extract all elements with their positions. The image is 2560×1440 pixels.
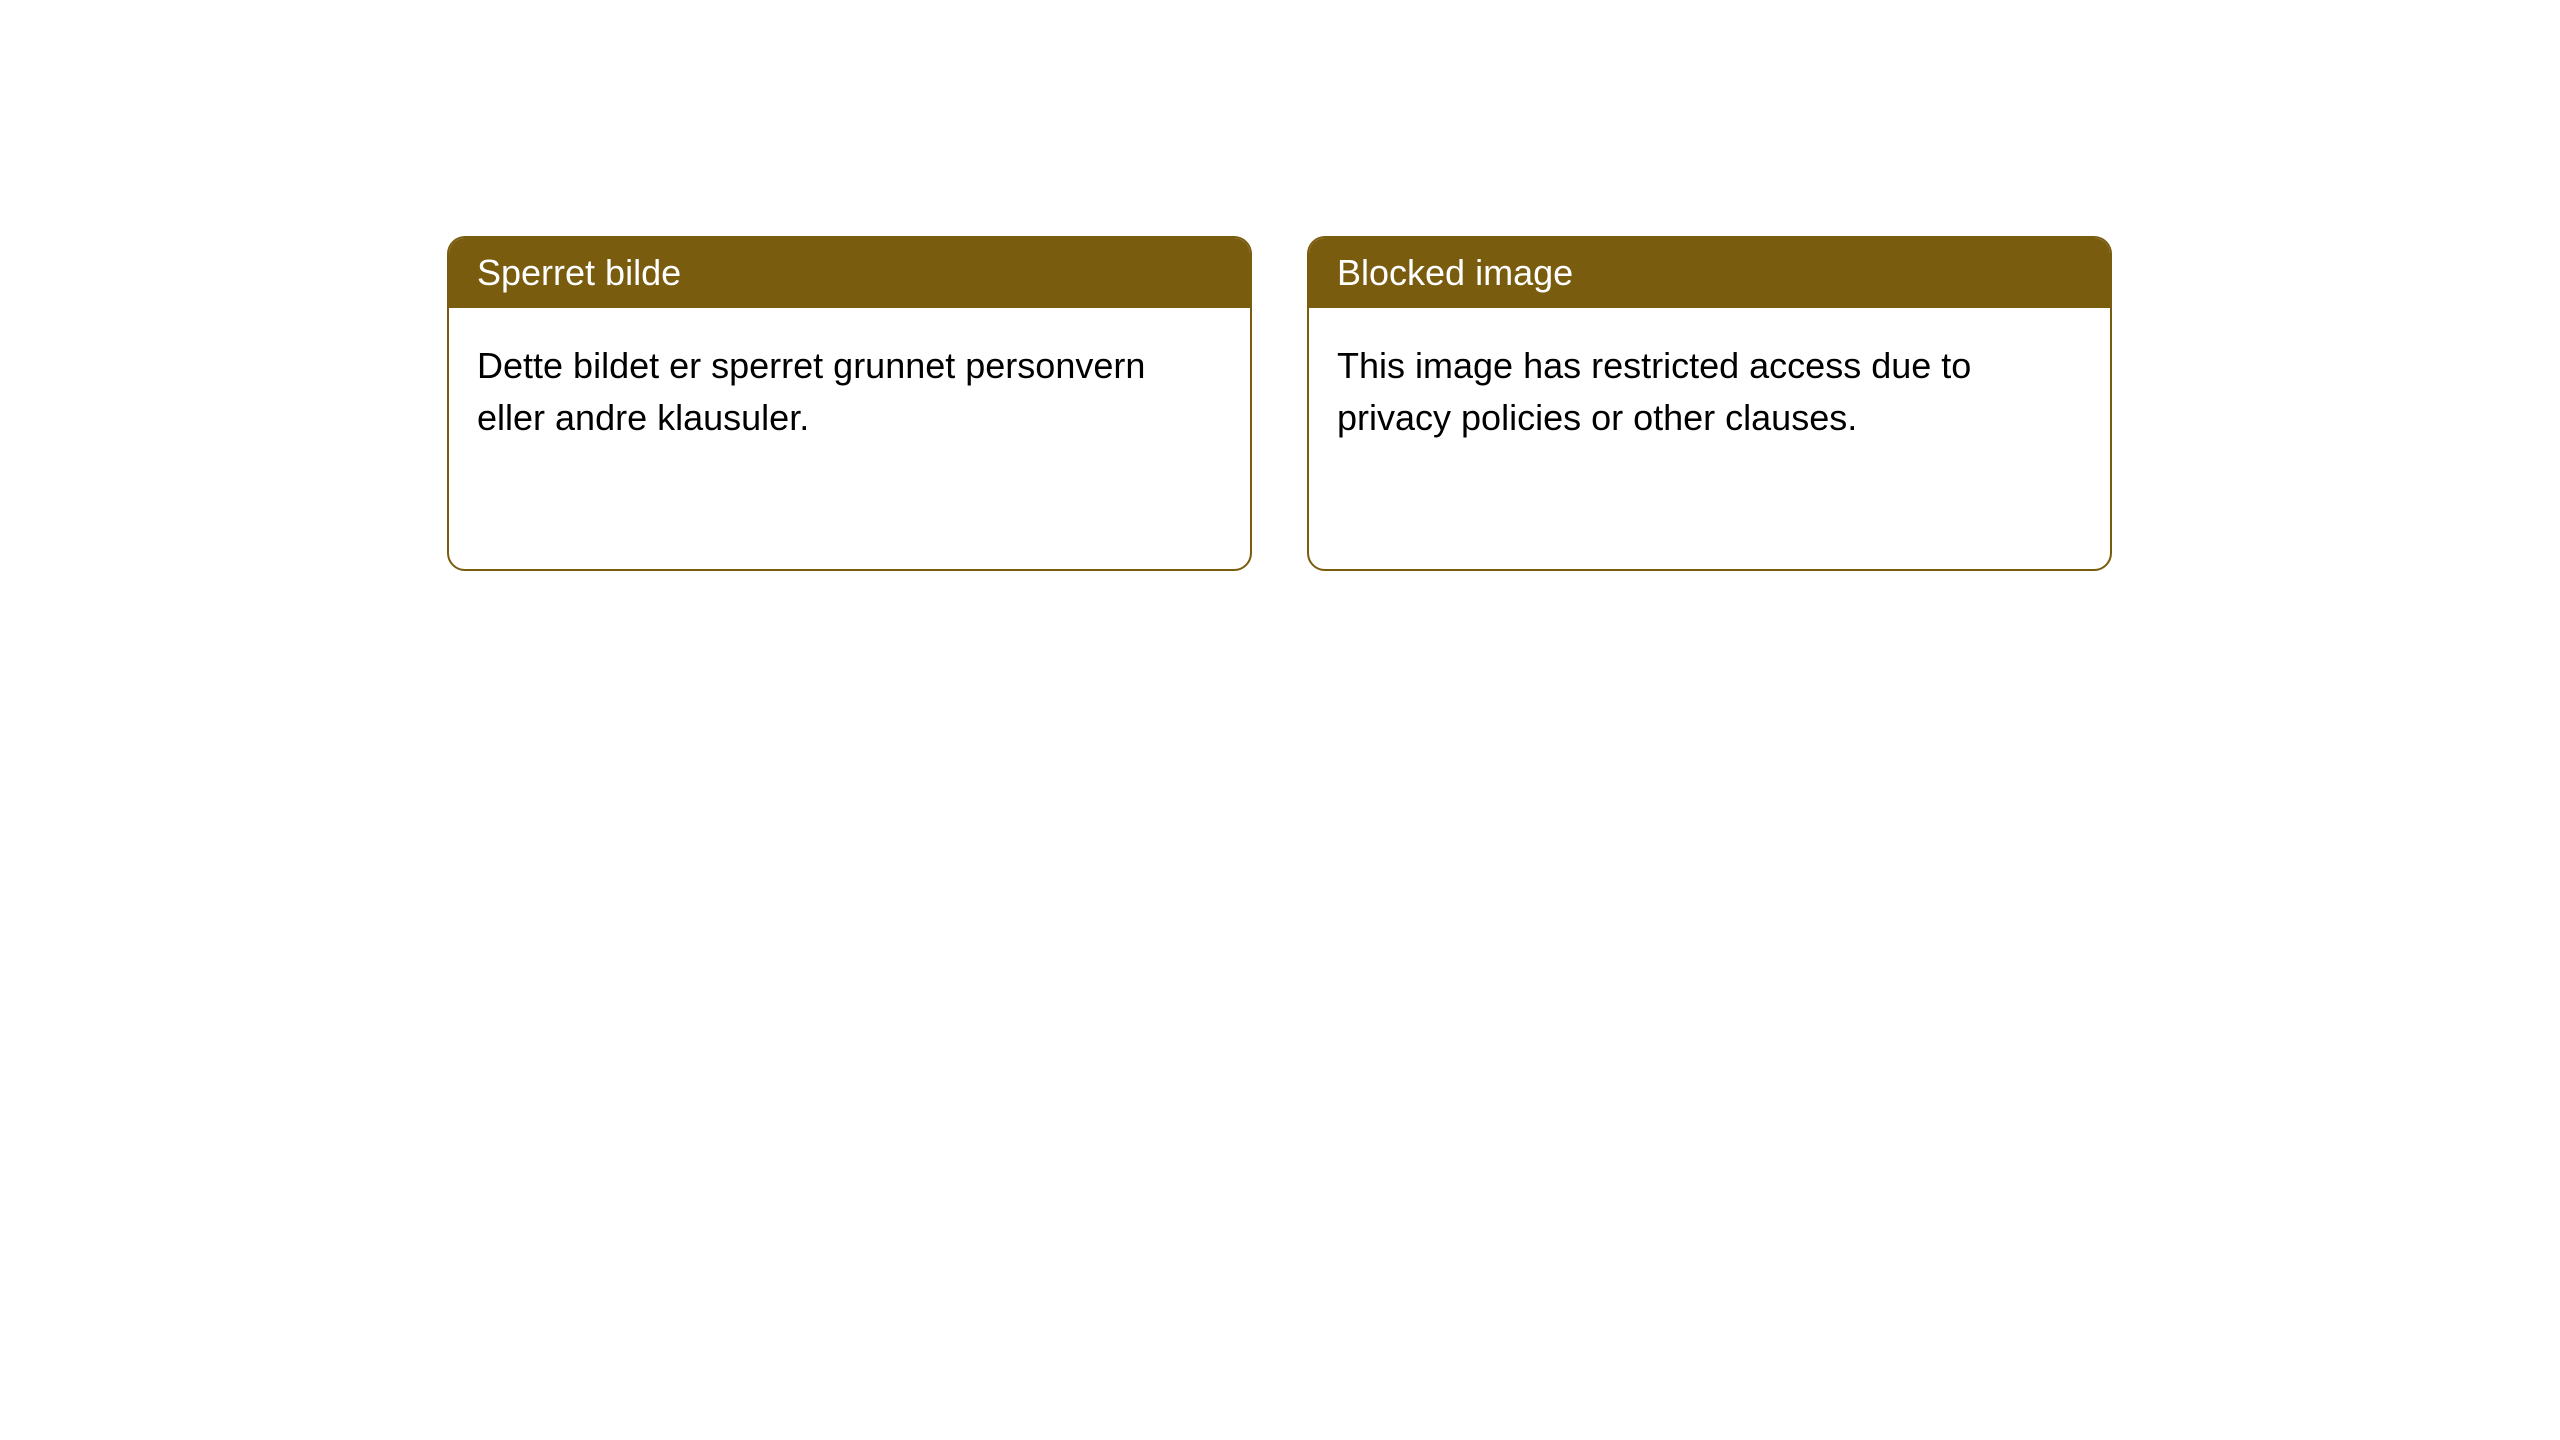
notice-title: Blocked image	[1337, 252, 1573, 293]
notice-cards-container: Sperret bilde Dette bildet er sperret gr…	[447, 236, 2112, 571]
notice-title: Sperret bilde	[477, 252, 681, 293]
notice-header: Sperret bilde	[449, 238, 1250, 308]
notice-card-norwegian: Sperret bilde Dette bildet er sperret gr…	[447, 236, 1252, 571]
notice-body-text: This image has restricted access due to …	[1337, 345, 1971, 438]
notice-header: Blocked image	[1309, 238, 2110, 308]
notice-body: This image has restricted access due to …	[1309, 308, 2110, 476]
notice-body-text: Dette bildet er sperret grunnet personve…	[477, 345, 1145, 438]
notice-body: Dette bildet er sperret grunnet personve…	[449, 308, 1250, 476]
notice-card-english: Blocked image This image has restricted …	[1307, 236, 2112, 571]
